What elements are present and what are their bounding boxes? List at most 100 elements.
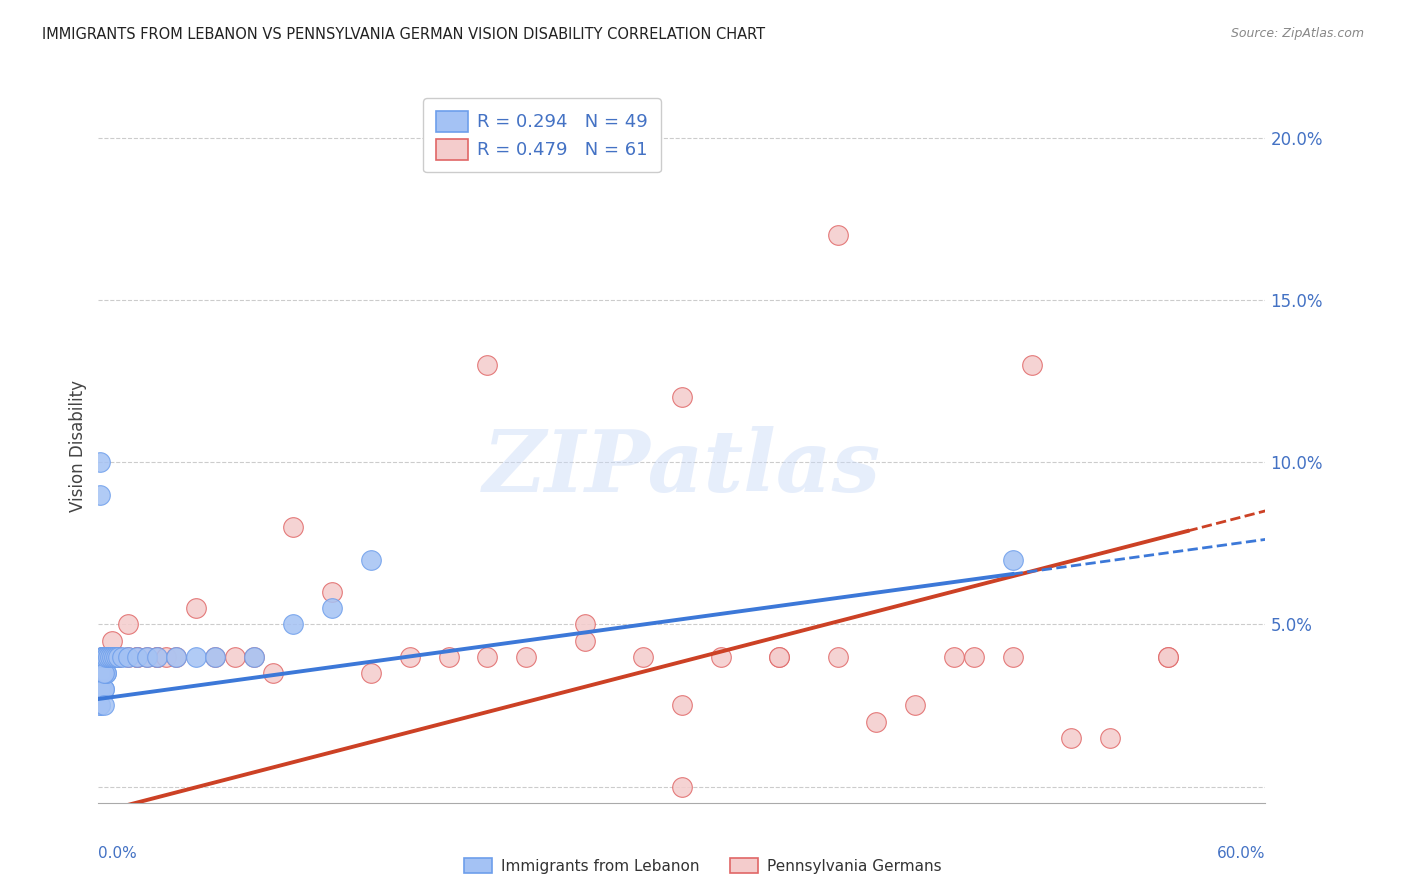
Point	[93, 649, 115, 664]
Point	[204, 649, 226, 664]
Point	[89, 666, 111, 681]
Point	[574, 633, 596, 648]
Point	[89, 666, 111, 681]
Point	[97, 649, 120, 664]
Point	[1098, 731, 1121, 745]
Point	[91, 649, 114, 664]
Point	[96, 666, 118, 681]
Point	[104, 649, 127, 664]
Text: 60.0%: 60.0%	[1218, 846, 1265, 861]
Point	[101, 649, 124, 664]
Point	[768, 649, 790, 664]
Point	[93, 649, 115, 664]
Point	[117, 649, 139, 664]
Point	[184, 601, 207, 615]
Point	[89, 682, 111, 697]
Point	[155, 649, 177, 664]
Point	[97, 649, 120, 664]
Point	[103, 649, 125, 664]
Legend: Immigrants from Lebanon, Pennsylvania Germans: Immigrants from Lebanon, Pennsylvania Ge…	[458, 852, 948, 880]
Point	[321, 601, 343, 615]
Point	[360, 666, 382, 681]
Point	[574, 617, 596, 632]
Point	[93, 698, 115, 713]
Point	[117, 649, 139, 664]
Point	[136, 649, 159, 664]
Point	[321, 585, 343, 599]
Point	[89, 682, 111, 697]
Point	[360, 552, 382, 566]
Point	[437, 649, 460, 664]
Point	[127, 649, 149, 664]
Point	[962, 649, 984, 664]
Point	[515, 649, 537, 664]
Point	[1001, 552, 1024, 566]
Point	[107, 649, 129, 664]
Point	[93, 649, 115, 664]
Point	[97, 649, 120, 664]
Point	[165, 649, 187, 664]
Point	[281, 520, 304, 534]
Point	[146, 649, 169, 664]
Point	[89, 698, 111, 713]
Text: 0.0%: 0.0%	[98, 846, 138, 861]
Point	[91, 649, 114, 664]
Point	[671, 780, 693, 794]
Point	[98, 649, 121, 664]
Point	[89, 682, 111, 697]
Point	[127, 649, 149, 664]
Point	[98, 649, 121, 664]
Point	[91, 682, 114, 697]
Point	[671, 390, 693, 404]
Point	[127, 649, 149, 664]
Point	[91, 666, 114, 681]
Point	[89, 488, 111, 502]
Point	[1021, 358, 1043, 372]
Point	[103, 649, 125, 664]
Text: Source: ZipAtlas.com: Source: ZipAtlas.com	[1230, 27, 1364, 40]
Point	[262, 666, 284, 681]
Point	[904, 698, 927, 713]
Point	[146, 649, 169, 664]
Point	[117, 617, 139, 632]
Point	[1157, 649, 1180, 664]
Point	[827, 649, 849, 664]
Point	[710, 649, 733, 664]
Point	[943, 649, 966, 664]
Text: ZIPatlas: ZIPatlas	[482, 425, 882, 509]
Point	[97, 649, 120, 664]
Point	[146, 649, 169, 664]
Point	[865, 714, 887, 729]
Point	[89, 455, 111, 469]
Point	[101, 649, 124, 664]
Point	[89, 698, 111, 713]
Point	[103, 649, 125, 664]
Point	[631, 649, 654, 664]
Point	[243, 649, 266, 664]
Point	[93, 649, 115, 664]
Point	[111, 649, 134, 664]
Point	[101, 633, 124, 648]
Point	[224, 649, 246, 664]
Point	[96, 666, 118, 681]
Point	[1157, 649, 1180, 664]
Point	[827, 228, 849, 243]
Point	[671, 698, 693, 713]
Point	[136, 649, 159, 664]
Point	[96, 649, 118, 664]
Point	[98, 649, 121, 664]
Point	[768, 649, 790, 664]
Point	[477, 358, 499, 372]
Legend: R = 0.294   N = 49, R = 0.479   N = 61: R = 0.294 N = 49, R = 0.479 N = 61	[423, 98, 661, 172]
Point	[96, 649, 118, 664]
Point	[93, 666, 115, 681]
Point	[1060, 731, 1083, 745]
Point	[477, 649, 499, 664]
Point	[204, 649, 226, 664]
Point	[243, 649, 266, 664]
Point	[91, 649, 114, 664]
Point	[104, 649, 127, 664]
Point	[91, 666, 114, 681]
Point	[98, 649, 121, 664]
Point	[93, 682, 115, 697]
